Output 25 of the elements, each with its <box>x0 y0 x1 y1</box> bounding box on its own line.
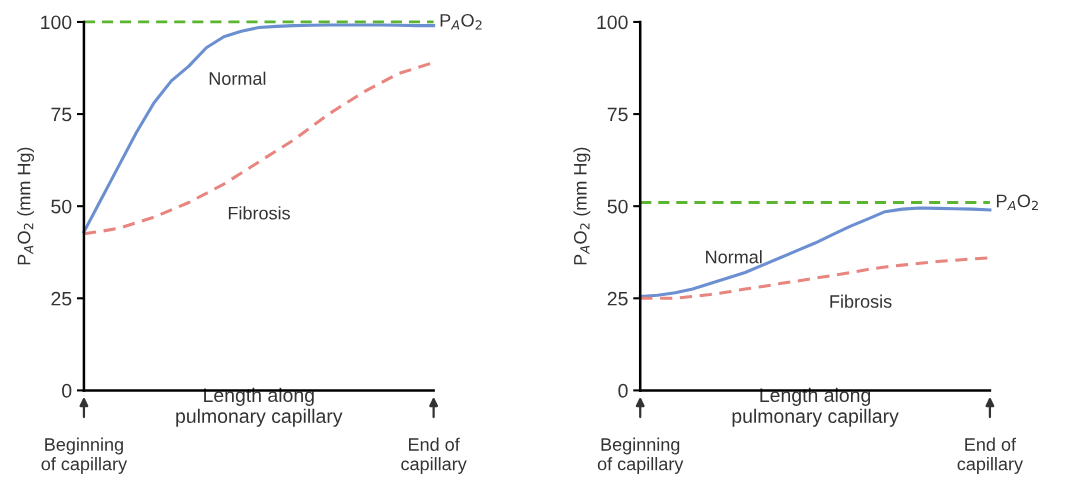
x-axis-title: Length along pulmonary capillary <box>732 387 899 427</box>
y-axis-title: P$_{A}$O$_{2}$ (mm Hg) <box>573 147 591 265</box>
ref-line-label: P$_{A}$O$_{2}$ <box>996 194 1038 211</box>
y-tick-label: 100 <box>597 15 628 30</box>
x-tick-label: End of capillary <box>401 437 467 474</box>
y-tick-label: 25 <box>51 291 72 306</box>
series-label: Fibrosis <box>830 294 892 308</box>
y-tick-label: 100 <box>41 15 72 30</box>
x-axis-title: Length along pulmonary capillary <box>176 387 343 427</box>
y-tick-label: 25 <box>607 291 628 306</box>
y-tick-label: 75 <box>607 107 628 122</box>
y-tick-label: 50 <box>607 199 628 214</box>
x-tick-label: Beginning of capillary <box>597 437 684 474</box>
line-series <box>82 23 436 234</box>
series-label: Normal <box>706 250 762 264</box>
x-tick-label: Beginning of capillary <box>41 437 128 474</box>
series-label: Fibrosis <box>228 206 290 220</box>
series-label: Normal <box>209 71 266 85</box>
ref-line-label: P$_{A}$O$_{2}$ <box>440 13 482 30</box>
y-axis-title: P$_{A}$O$_{2}$ (mm Hg) <box>17 147 34 265</box>
y-tick-label: 0 <box>62 383 72 398</box>
x-tick-label: End of capillary <box>957 437 1023 474</box>
y-tick-label: 50 <box>51 199 72 214</box>
y-tick-label: 75 <box>51 107 72 122</box>
y-tick-label: 0 <box>618 383 628 398</box>
